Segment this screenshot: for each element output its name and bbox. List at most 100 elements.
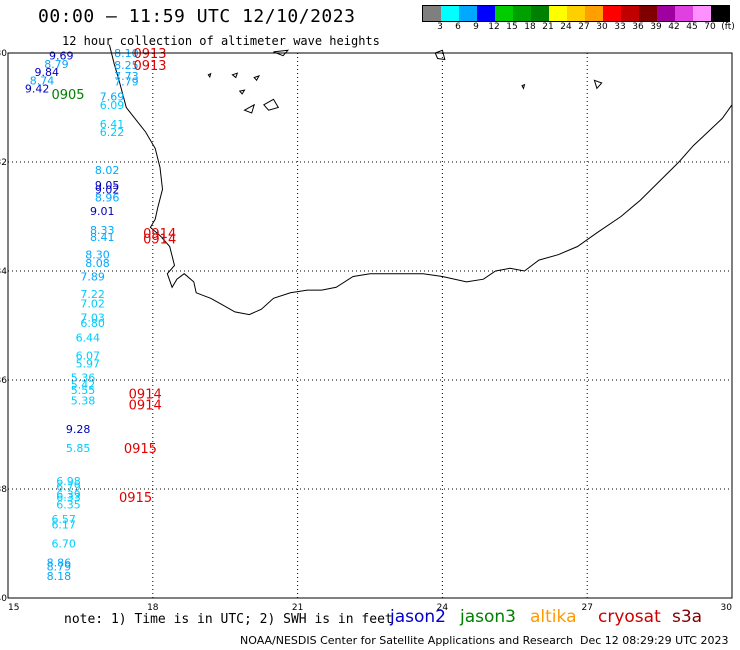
color-swatch [495,6,513,21]
color-scale-label: 45 [686,22,698,32]
color-swatch [675,6,693,21]
longitude-tick-label: 21 [292,603,303,613]
color-swatch [513,6,531,21]
generation-timestamp: Dec 12 08:29:29 UTC 2023 [580,634,729,647]
wave-height-value: 6.70 [51,538,76,551]
color-swatch [441,6,459,21]
wave-height-value: 8.79 [47,560,72,573]
coastline-path [108,44,733,316]
latitude-tick-label: -36 [0,376,7,386]
wave-height-value: 5.42 [71,378,96,391]
legend-item-jason2: jason2 [390,607,446,627]
color-scale-label: 24 [560,22,572,32]
inland-feature-outline [521,83,526,90]
color-swatch [423,6,441,21]
wave-height-value: 9.01 [90,205,115,218]
color-scale-label: 42 [668,22,680,32]
color-scale-label: 15 [506,22,518,32]
color-scale-label: 70 [704,22,716,32]
color-scale-label: 36 [632,22,644,32]
inland-feature-outline [253,75,261,82]
latitude-tick-label: -34 [0,267,7,277]
inland-feature-outline [434,49,446,61]
pass-time-label: 0914 [143,232,176,247]
wave-height-value: 8.96 [95,191,120,204]
legend-item-jason3: jason3 [460,607,516,627]
pass-time-label: 0914 [129,399,162,414]
longitude-tick-label: 24 [437,603,449,613]
wave-height-value: 6.79 [56,480,80,493]
page-title: 00:00 – 11:59 UTC 12/10/2023 [38,6,356,27]
legend-item-altika: altika [530,607,577,627]
axis-tick-labels: 15 18 21 24 27 30 -30 -32 -34 -36 -38 -40 [0,49,732,613]
wave-height-value: 5.85 [66,442,91,455]
color-swatch [585,6,603,21]
wave-height-value: 7.73 [114,70,139,83]
color-swatch [711,6,729,21]
color-swatch [603,6,621,21]
wave-height-value: 8.33 [90,224,115,237]
wave-height-value: 6.39 [56,488,80,501]
color-swatch [567,6,585,21]
latitude-tick-label: -32 [0,158,7,168]
latitude-tick-label: -38 [0,485,7,495]
wave-height-value: 6.98 [56,475,80,488]
wave-height-value: 9.42 [25,82,50,95]
coastline [108,44,733,316]
color-swatch [639,6,657,21]
wave-height-value: 8.74 [30,74,55,87]
longitude-tick-label: 18 [147,603,159,613]
color-scale-label: 18 [524,22,536,32]
pass-time-label: 0914 [143,227,176,242]
wave-height-value: 5.38 [71,395,96,408]
wave-height-value: 6.09 [100,99,125,112]
observation-layer: 9.698.799.848.749.428.108.257.737.797.69… [25,47,176,583]
color-swatch [549,6,567,21]
color-scale-label: 30 [596,22,608,32]
color-swatch [693,6,711,21]
color-scale-label: 6 [455,22,461,32]
wave-height-value: 7.79 [114,75,139,88]
wave-height-value: 6.07 [76,349,101,362]
wave-height-value: 7.89 [80,270,105,283]
color-scale-label: 12 [488,22,500,32]
wave-height-value: 9.02 [95,183,120,196]
wave-height-value: 6.41 [100,118,125,131]
color-swatch [657,6,675,21]
wave-height-value: 8.41 [90,231,115,244]
color-scale-labels: 3 6 9 12 15 18 21 24 27 30 33 36 39 42 45 70 (ft) [422,22,740,34]
wave-height-value: 9.05 [95,179,120,192]
wave-height-value: 5.36 [71,371,96,384]
inland-feature-outline [263,98,280,111]
wave-height-value: 6.22 [100,126,125,139]
wave-height-value: 5.97 [76,358,101,371]
wave-height-value: 8.30 [85,249,110,262]
pass-time-label: 0915 [119,491,152,506]
inland-feature-outline [593,79,603,90]
wave-height-value: 8.18 [47,570,72,583]
map-frame [7,52,733,599]
color-scale-label: 3 [437,22,443,32]
wave-height-value: 8.86 [47,557,72,570]
pass-time-label: 0913 [133,47,166,62]
wave-height-value: 8.08 [85,257,110,270]
color-scale-label: 21 [542,22,554,32]
color-scale-label: 39 [650,22,662,32]
color-scale-label: (ft) [721,22,735,32]
pass-time-label: 0913 [133,59,166,74]
color-swatch [531,6,549,21]
pass-time-label: 0915 [124,442,157,457]
wave-height-value: 6.17 [51,518,76,531]
color-swatch [621,6,639,21]
map-grid [8,53,732,598]
footer-note: note: 1) Time is in UTC; 2) SWH is in fe… [64,612,393,627]
wave-height-value: 8.79 [44,58,68,71]
inland-feature-outline [207,72,212,79]
longitude-tick-label: 30 [721,603,733,613]
color-scale-label: 27 [578,22,590,32]
wave-height-value: 6.80 [80,317,105,330]
wave-height-value: 9.28 [66,423,91,436]
longitude-tick-label: 15 [8,603,19,613]
wave-height-value: 5.55 [71,384,96,397]
